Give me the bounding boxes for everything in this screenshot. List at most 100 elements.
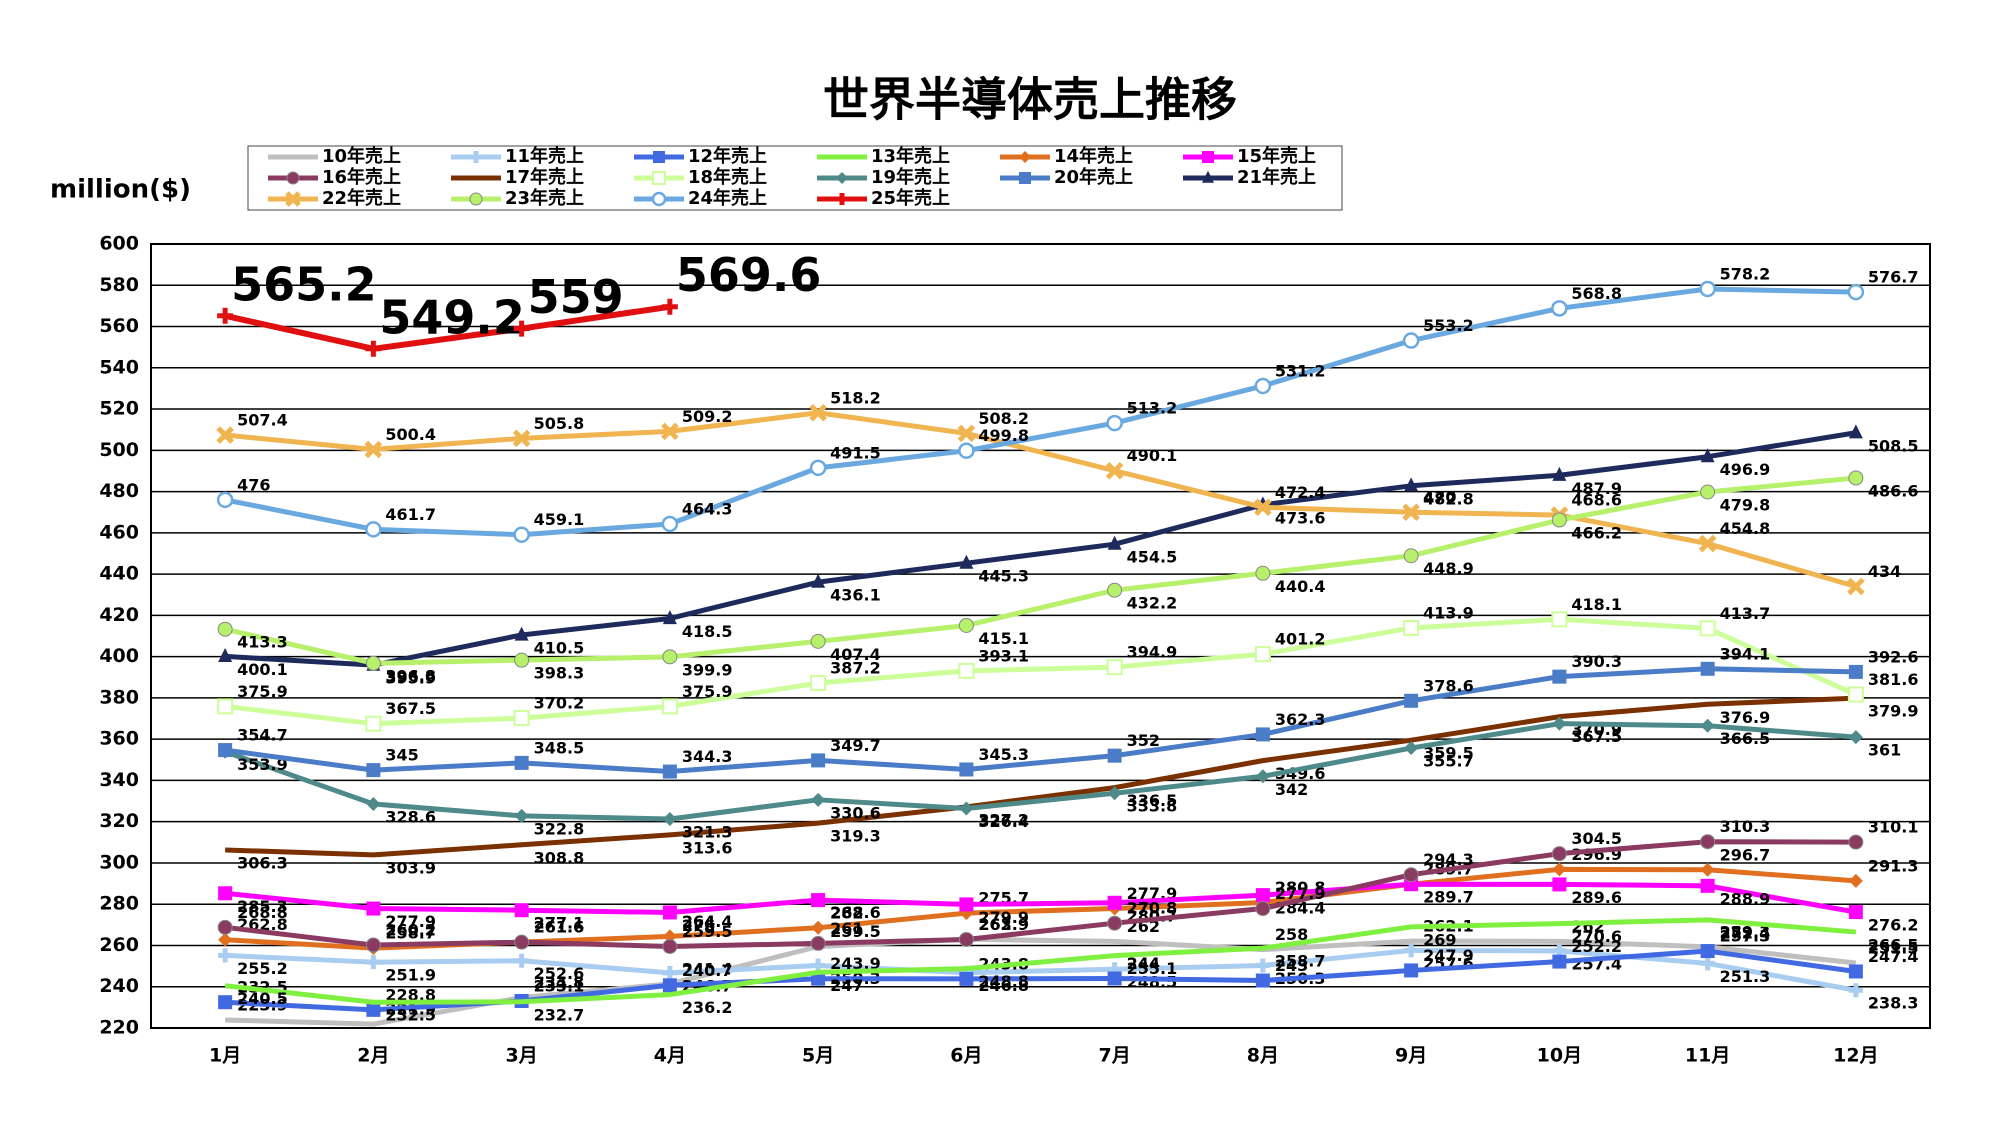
point-marker — [1700, 862, 1715, 877]
point-marker — [1403, 548, 1419, 564]
x-tick-label: 7月 — [1099, 1045, 1131, 1067]
point-marker — [1255, 565, 1271, 581]
series-line — [224, 475, 1857, 666]
data-label: 418.1 — [1571, 595, 1622, 614]
data-label: 279.9 — [978, 908, 1029, 927]
data-label: 378.6 — [1423, 676, 1474, 695]
data-label: 326.4 — [978, 812, 1029, 831]
point-marker — [1847, 283, 1865, 301]
y-tick-label: 340 — [99, 769, 139, 791]
data-label: 568.8 — [1571, 284, 1622, 303]
data-label: 354.7 — [237, 726, 288, 745]
data-label: 565.2 — [231, 257, 377, 311]
data-label: 270.6 — [1571, 927, 1622, 946]
data-label: 472.4 — [1275, 483, 1326, 502]
data-label: 487.9 — [1571, 479, 1622, 498]
legend-label: 16年売上 — [322, 166, 401, 188]
point-marker — [513, 710, 530, 727]
x-tick-label: 11月 — [1685, 1045, 1730, 1067]
data-label: 330.6 — [830, 803, 881, 822]
point-marker — [366, 1002, 381, 1017]
data-label: 381.6 — [1868, 670, 1919, 689]
legend-marker — [285, 191, 301, 207]
data-label: 466.2 — [1571, 524, 1622, 543]
data-label: 413.3 — [237, 633, 288, 652]
data-label: 276 — [682, 916, 715, 935]
point-marker — [1848, 983, 1863, 998]
data-label: 392.6 — [1868, 647, 1919, 666]
point-marker — [1700, 448, 1715, 463]
x-tick-label: 6月 — [950, 1045, 982, 1067]
point-marker — [810, 935, 826, 951]
point-marker — [1254, 498, 1272, 517]
data-label: 247 — [830, 976, 863, 995]
data-label: 482.8 — [1423, 489, 1474, 508]
legend-marker — [652, 171, 666, 185]
x-tick-label: 4月 — [654, 1045, 686, 1067]
point-marker — [1107, 582, 1123, 598]
data-label: 247.9 — [1423, 946, 1474, 965]
series-line — [224, 430, 1857, 668]
data-label: 440.4 — [1275, 577, 1326, 596]
point-marker — [661, 515, 679, 533]
point-marker — [514, 934, 530, 950]
data-label: 531.2 — [1275, 361, 1326, 380]
data-label: 508.2 — [978, 409, 1029, 428]
y-tick-label: 540 — [99, 356, 139, 378]
data-label: 236.2 — [682, 998, 733, 1017]
data-label: 260.2 — [385, 921, 436, 940]
y-tick-label: 500 — [99, 439, 139, 461]
legend-label: 19年売上 — [871, 166, 950, 188]
y-tick-label: 280 — [99, 893, 139, 915]
point-marker — [512, 429, 531, 448]
data-label: 251.3 — [1720, 967, 1771, 986]
point-marker — [514, 626, 529, 641]
point-marker — [366, 796, 381, 811]
data-label: 288.9 — [1720, 889, 1771, 908]
data-label: 310.1 — [1868, 818, 1919, 837]
data-label: 259.5 — [682, 922, 733, 941]
y-tick-label: 480 — [99, 480, 139, 502]
data-label: 578.2 — [1720, 264, 1771, 283]
point-marker — [1552, 862, 1567, 877]
point-marker — [513, 526, 530, 543]
y-tick-label: 580 — [99, 274, 139, 296]
point-marker — [365, 521, 382, 538]
point-marker — [1698, 534, 1717, 553]
legend-label: 20年売上 — [1054, 166, 1133, 188]
data-label: 255.1 — [1127, 959, 1178, 978]
data-label: 243.9 — [830, 954, 881, 973]
data-label: 234.8 — [534, 973, 585, 992]
data-label: 258.7 — [1275, 952, 1326, 971]
point-marker — [957, 424, 976, 443]
point-marker — [217, 919, 233, 935]
point-marker — [1255, 973, 1270, 988]
data-label: 252.2 — [1571, 937, 1622, 956]
series-line — [225, 695, 1856, 858]
point-marker — [1699, 280, 1716, 298]
data-label: 333.8 — [1127, 797, 1178, 816]
data-label: 399.9 — [682, 660, 733, 679]
point-marker — [811, 573, 826, 588]
point-marker — [513, 320, 530, 337]
data-label: 507.4 — [237, 411, 288, 430]
point-marker — [1700, 878, 1715, 893]
point-marker — [959, 971, 974, 986]
legend-marker — [1202, 170, 1214, 183]
point-marker — [662, 905, 677, 920]
point-marker — [1255, 769, 1270, 784]
data-label: 410.5 — [534, 638, 585, 657]
data-label: 266.5 — [1868, 936, 1919, 955]
data-label: 232.7 — [534, 1005, 585, 1024]
point-marker — [216, 426, 234, 444]
data-label: 454.5 — [1127, 548, 1178, 567]
legend-label: 24年売上 — [688, 187, 767, 209]
data-label: 436.1 — [830, 586, 881, 605]
point-marker — [1700, 718, 1715, 733]
legend-label: 11年売上 — [505, 145, 584, 167]
data-label: 244 — [1127, 954, 1160, 973]
point-marker — [1402, 503, 1420, 521]
data-label: 258 — [1275, 925, 1308, 944]
point-marker — [1254, 646, 1271, 663]
series-line — [224, 917, 1857, 1005]
